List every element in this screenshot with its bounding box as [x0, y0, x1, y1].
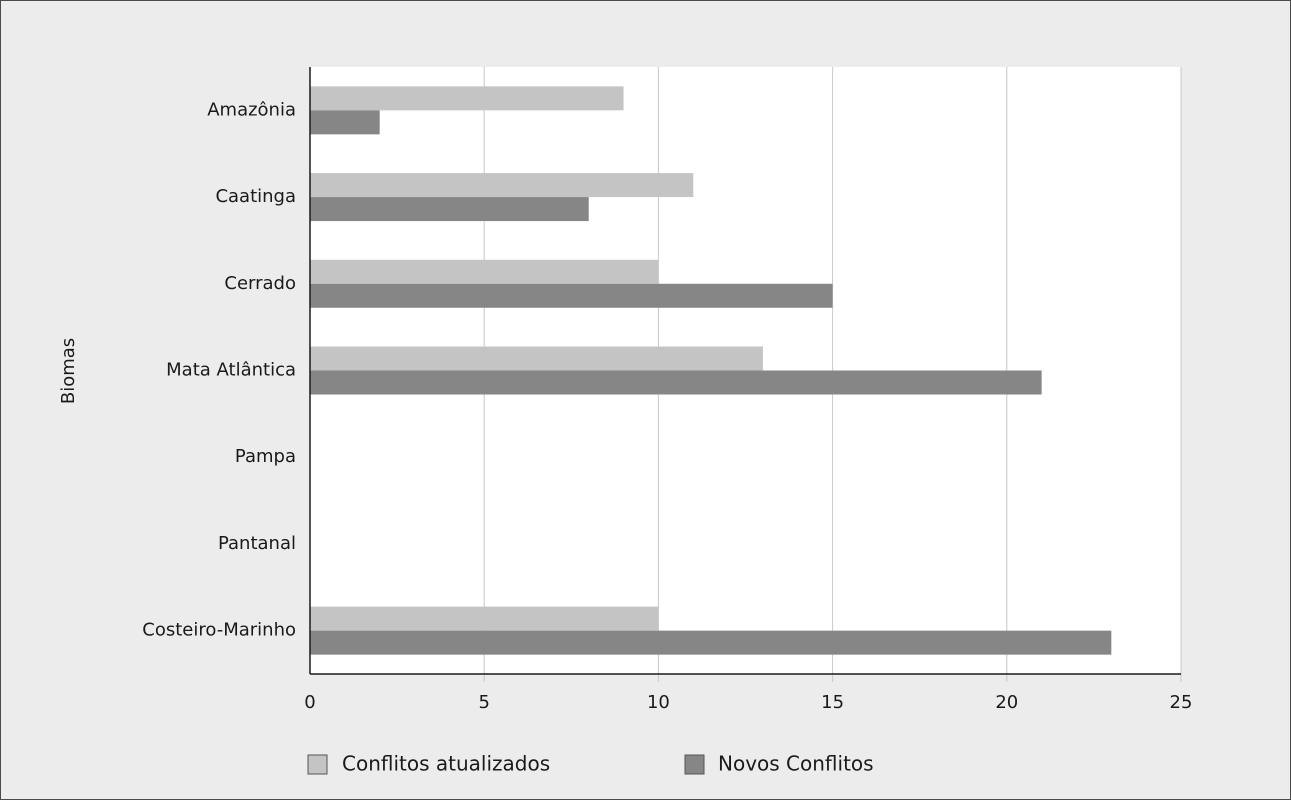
bar-conflitos-atualizados [310, 346, 763, 371]
bar-conflitos-atualizados [310, 173, 694, 198]
legend-label: Novos Conflitos [718, 752, 874, 776]
bar-novos-conflitos [310, 370, 1042, 395]
x-tick-label: 20 [995, 692, 1018, 713]
x-tick-label: 10 [647, 692, 670, 713]
category-label: Caatinga [215, 186, 296, 207]
category-label: Pampa [235, 446, 296, 467]
x-tick-label: 0 [304, 692, 315, 713]
bar-conflitos-atualizados [310, 606, 659, 631]
bar-novos-conflitos [310, 197, 589, 222]
x-tick-labels: 0 5 10 15 20 25 [304, 692, 1192, 713]
category-label: Cerrado [224, 273, 296, 294]
category-label: Amazônia [207, 99, 296, 120]
category-label: Costeiro-Marinho [142, 620, 296, 641]
y-axis-title: Biomas [58, 338, 79, 404]
x-tick-label: 15 [821, 692, 844, 713]
legend-swatch [307, 754, 328, 775]
bars [310, 86, 1112, 655]
legend-swatch [684, 754, 705, 775]
category-label: Mata Atlântica [166, 360, 296, 381]
bar-novos-conflitos [310, 630, 1112, 655]
bar-novos-conflitos [310, 283, 833, 308]
bar-conflitos-atualizados [310, 86, 624, 111]
x-tick-label: 25 [1170, 692, 1193, 713]
category-labels: Amazônia Caatinga Cerrado Mata Atlântica Pam… [142, 99, 296, 640]
legend: Conflitos atualizados Novos Conflitos [307, 752, 874, 776]
legend-label: Conflitos atualizados [342, 752, 550, 776]
category-label: Pantanal [218, 533, 296, 554]
bar-conflitos-atualizados [310, 259, 659, 284]
x-tick-label: 5 [478, 692, 489, 713]
bar-novos-conflitos [310, 110, 380, 135]
